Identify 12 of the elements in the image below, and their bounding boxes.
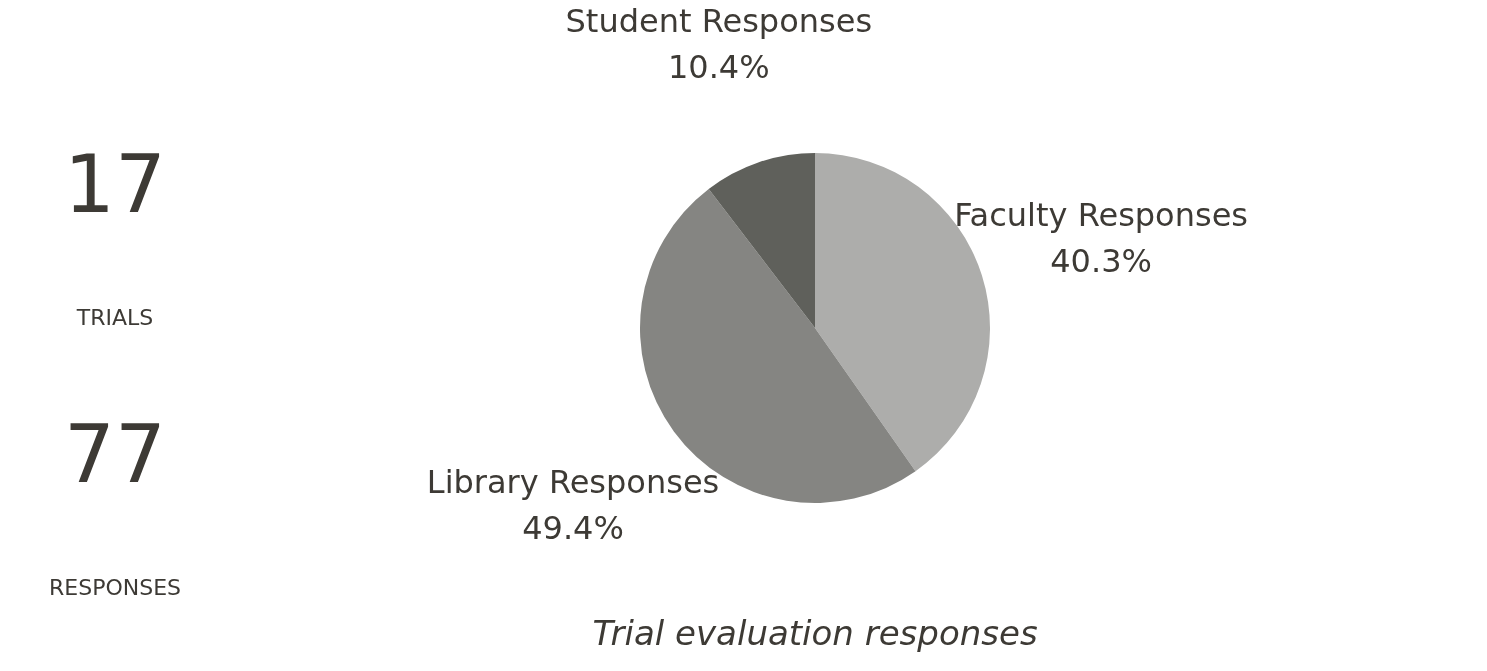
slice-label: Library Responses [426,463,720,502]
slice-label: Faculty Responses [954,195,1248,234]
text: Trial evaluation responses [592,613,1038,653]
text: 17 [64,138,166,231]
pie-slice [708,153,815,328]
data-label: 49.4% [522,509,624,548]
slice-label: Student Responses [565,1,873,40]
data-label: 10.4% [667,47,770,86]
text: 77 [64,408,166,501]
data-label: 40.3% [1050,241,1152,280]
text: RESPONSES [48,575,182,600]
text: TRIALS [75,305,154,330]
